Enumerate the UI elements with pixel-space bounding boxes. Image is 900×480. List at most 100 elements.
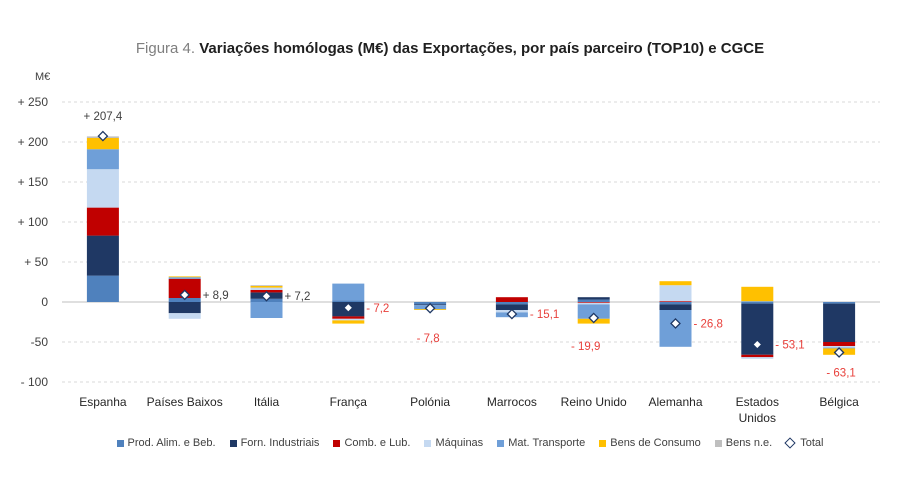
legend-item: Bens de Consumo xyxy=(599,437,701,449)
bar-segment xyxy=(577,304,610,319)
bar-segment xyxy=(495,304,528,310)
bar-segment xyxy=(577,302,610,303)
bar-segment xyxy=(741,354,774,358)
x-tick-label: Polónia xyxy=(410,395,450,409)
x-tick-label: Alemanha xyxy=(648,395,702,409)
bar-segment xyxy=(332,283,365,301)
bar-segment xyxy=(168,276,201,278)
legend-item: Mat. Transporte xyxy=(497,437,585,449)
y-tick-label: + 200 xyxy=(18,135,49,149)
bar-segment xyxy=(86,138,119,150)
y-tick-label: + 150 xyxy=(18,175,49,189)
total-data-label: - 15,1 xyxy=(530,309,559,321)
chart-title-main: Variações homólogas (M€) das Exportações… xyxy=(199,40,765,57)
legend-item: Bens n.e. xyxy=(714,437,772,449)
legend-swatch xyxy=(497,439,505,447)
bar-segment xyxy=(659,301,692,302)
total-marker xyxy=(751,339,763,350)
bar-segment xyxy=(86,235,119,276)
bar-segment xyxy=(86,207,119,236)
total-marker xyxy=(179,289,191,301)
legend-item: Prod. Alim. e Beb. xyxy=(116,437,216,449)
bar-segment xyxy=(332,320,365,324)
x-tick-label: Itália xyxy=(254,395,280,409)
chart-legend: Prod. Alim. e Beb. Forn. Industriais Comb.… xyxy=(60,437,880,449)
legend-swatch xyxy=(333,439,341,447)
total-marker xyxy=(424,302,436,314)
legend-label: Comb. e Lub. xyxy=(344,437,411,449)
y-tick-label: + 100 xyxy=(18,215,49,229)
bar-segment xyxy=(659,285,692,302)
legend-swatch xyxy=(229,439,237,447)
bar-segment xyxy=(86,149,119,170)
total-data-label: - 63,1 xyxy=(826,367,855,379)
legend-label: Bens de Consumo xyxy=(610,437,701,449)
legend-swatch xyxy=(116,439,124,447)
bar-segment xyxy=(659,281,692,286)
legend-item: Forn. Industriais xyxy=(229,437,320,449)
legend-item: Máquinas xyxy=(424,437,483,449)
y-tick-label: - 100 xyxy=(21,375,49,389)
total-data-label: + 207,4 xyxy=(84,111,123,123)
legend-item-total: Total xyxy=(784,437,824,449)
total-marker xyxy=(97,130,109,142)
legend-label: Mat. Transporte xyxy=(508,437,586,449)
total-data-label: - 53,1 xyxy=(775,339,804,351)
legend-item: Comb. e Lub. xyxy=(333,437,410,449)
y-tick-label: + 250 xyxy=(18,95,49,109)
total-marker xyxy=(506,308,518,320)
bar-segment xyxy=(168,313,201,319)
y-tick-label: + 50 xyxy=(24,255,48,269)
total-data-label: - 19,9 xyxy=(571,341,600,353)
x-tick-label: Reino Unido xyxy=(561,395,627,409)
bar-segment xyxy=(659,302,692,305)
legend-label: Total xyxy=(800,437,824,449)
bar-segment xyxy=(659,304,692,310)
bar-segment xyxy=(823,302,856,304)
legend-swatch xyxy=(424,439,432,447)
x-tick-label: Marrocos xyxy=(487,395,537,409)
bar-segment xyxy=(495,297,528,302)
y-tick-label: 0 xyxy=(41,295,48,309)
bar-segment xyxy=(86,275,119,302)
legend-label: Forn. Industriais xyxy=(240,437,320,449)
bar-segment xyxy=(577,297,610,300)
legend-label: Prod. Alim. e Beb. xyxy=(127,437,216,449)
x-tick-label: Países Baixos xyxy=(147,395,223,409)
bar-segment xyxy=(250,302,283,318)
bar-segment xyxy=(823,303,856,342)
x-tick-label: Espanha xyxy=(79,395,127,409)
legend-swatch xyxy=(599,439,607,447)
bar-segment xyxy=(168,302,201,314)
total-data-label: + 7,2 xyxy=(285,291,311,303)
bar-segment xyxy=(250,286,283,288)
bar-segment xyxy=(741,357,774,359)
x-tick-label: França xyxy=(330,395,368,409)
y-axis-unit-label: M€ xyxy=(35,71,50,83)
legend-swatch xyxy=(714,439,722,447)
bar-segment xyxy=(577,299,610,302)
total-data-label: - 7,8 xyxy=(417,333,440,345)
bar-segment xyxy=(168,278,201,298)
x-tick-label: Bélgica xyxy=(819,395,859,409)
x-tick-label: Unidos xyxy=(739,411,776,425)
total-data-label: - 7,2 xyxy=(366,303,389,315)
chart-title: Figura 4. Variações homólogas (M€) das E… xyxy=(0,40,900,57)
bar-segment xyxy=(823,346,856,348)
bar-segment xyxy=(741,302,774,304)
y-tick-label: -50 xyxy=(31,335,49,349)
bar-segment xyxy=(332,300,365,302)
total-marker xyxy=(670,318,681,329)
bar-segment xyxy=(495,302,528,305)
bar-segment xyxy=(250,285,283,286)
bar-segment xyxy=(332,318,365,321)
bar-segment xyxy=(577,302,610,305)
bar-segment xyxy=(823,342,856,346)
bar-segment xyxy=(741,286,774,302)
total-marker xyxy=(261,290,272,302)
chart-title-prefix: Figura 4. xyxy=(135,40,196,57)
total-marker xyxy=(342,302,354,314)
total-data-label: + 8,9 xyxy=(203,290,229,302)
